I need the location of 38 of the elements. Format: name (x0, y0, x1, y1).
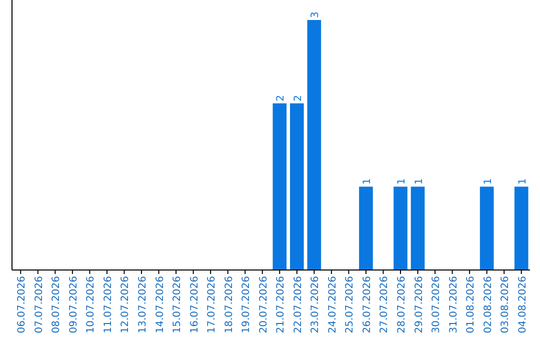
x-tick-label: 02.08.2026 (482, 276, 494, 334)
x-tick-label: 08.07.2026 (51, 276, 62, 334)
x-tick-label: 28.07.2026 (396, 276, 408, 334)
x-tick-label: 18.07.2026 (224, 276, 235, 334)
x-tick-label: 06.07.2026 (16, 276, 28, 334)
data-label: 1 (517, 178, 528, 185)
x-tick-label: 26.07.2026 (362, 276, 373, 334)
x-tick-label: 11.07.2026 (102, 276, 114, 334)
x-tick-label: 21.07.2026 (276, 276, 287, 334)
x-tick-label: 07.07.2026 (34, 276, 45, 334)
data-label: 1 (482, 178, 494, 185)
data-label: 2 (276, 94, 287, 102)
data-label: 3 (310, 12, 322, 18)
x-tick-label: 29.07.2026 (414, 276, 425, 334)
x-tick-label: 04.08.2026 (517, 276, 528, 334)
x-tick-label: 01.08.2026 (466, 276, 477, 334)
x-tick-label: 03.08.2026 (500, 276, 512, 334)
x-tick-label: 14.07.2026 (154, 276, 166, 334)
data-label: 1 (396, 178, 408, 185)
x-tick-label: 10.07.2026 (86, 276, 97, 334)
x-tick-label: 16.07.2026 (189, 276, 200, 334)
x-tick-label: 25.07.2026 (344, 276, 356, 334)
x-tick-label: 24.07.2026 (327, 276, 338, 334)
data-label: 1 (414, 178, 425, 185)
x-tick-label: 12.07.2026 (120, 276, 132, 334)
x-tick-label: 22.07.2026 (292, 276, 304, 334)
x-tick-label: 13.07.2026 (138, 276, 148, 334)
x-tick-label: 30.07.2026 (431, 276, 442, 334)
x-tick-label: 17.07.2026 (206, 276, 218, 334)
x-tick-label: 20.07.2026 (258, 276, 270, 334)
x-tick-label: 27.07.2026 (379, 276, 390, 334)
x-tick-label: 15.07.2026 (172, 276, 184, 334)
data-label: 1 (362, 178, 373, 185)
data-label: 2 (292, 94, 304, 102)
x-tick-label: 23.07.2026 (310, 276, 322, 334)
x-tick-label: 09.07.2026 (68, 276, 80, 334)
x-tick-label: 19.07.2026 (241, 276, 252, 334)
x-tick-label: 31.07.2026 (448, 276, 460, 334)
